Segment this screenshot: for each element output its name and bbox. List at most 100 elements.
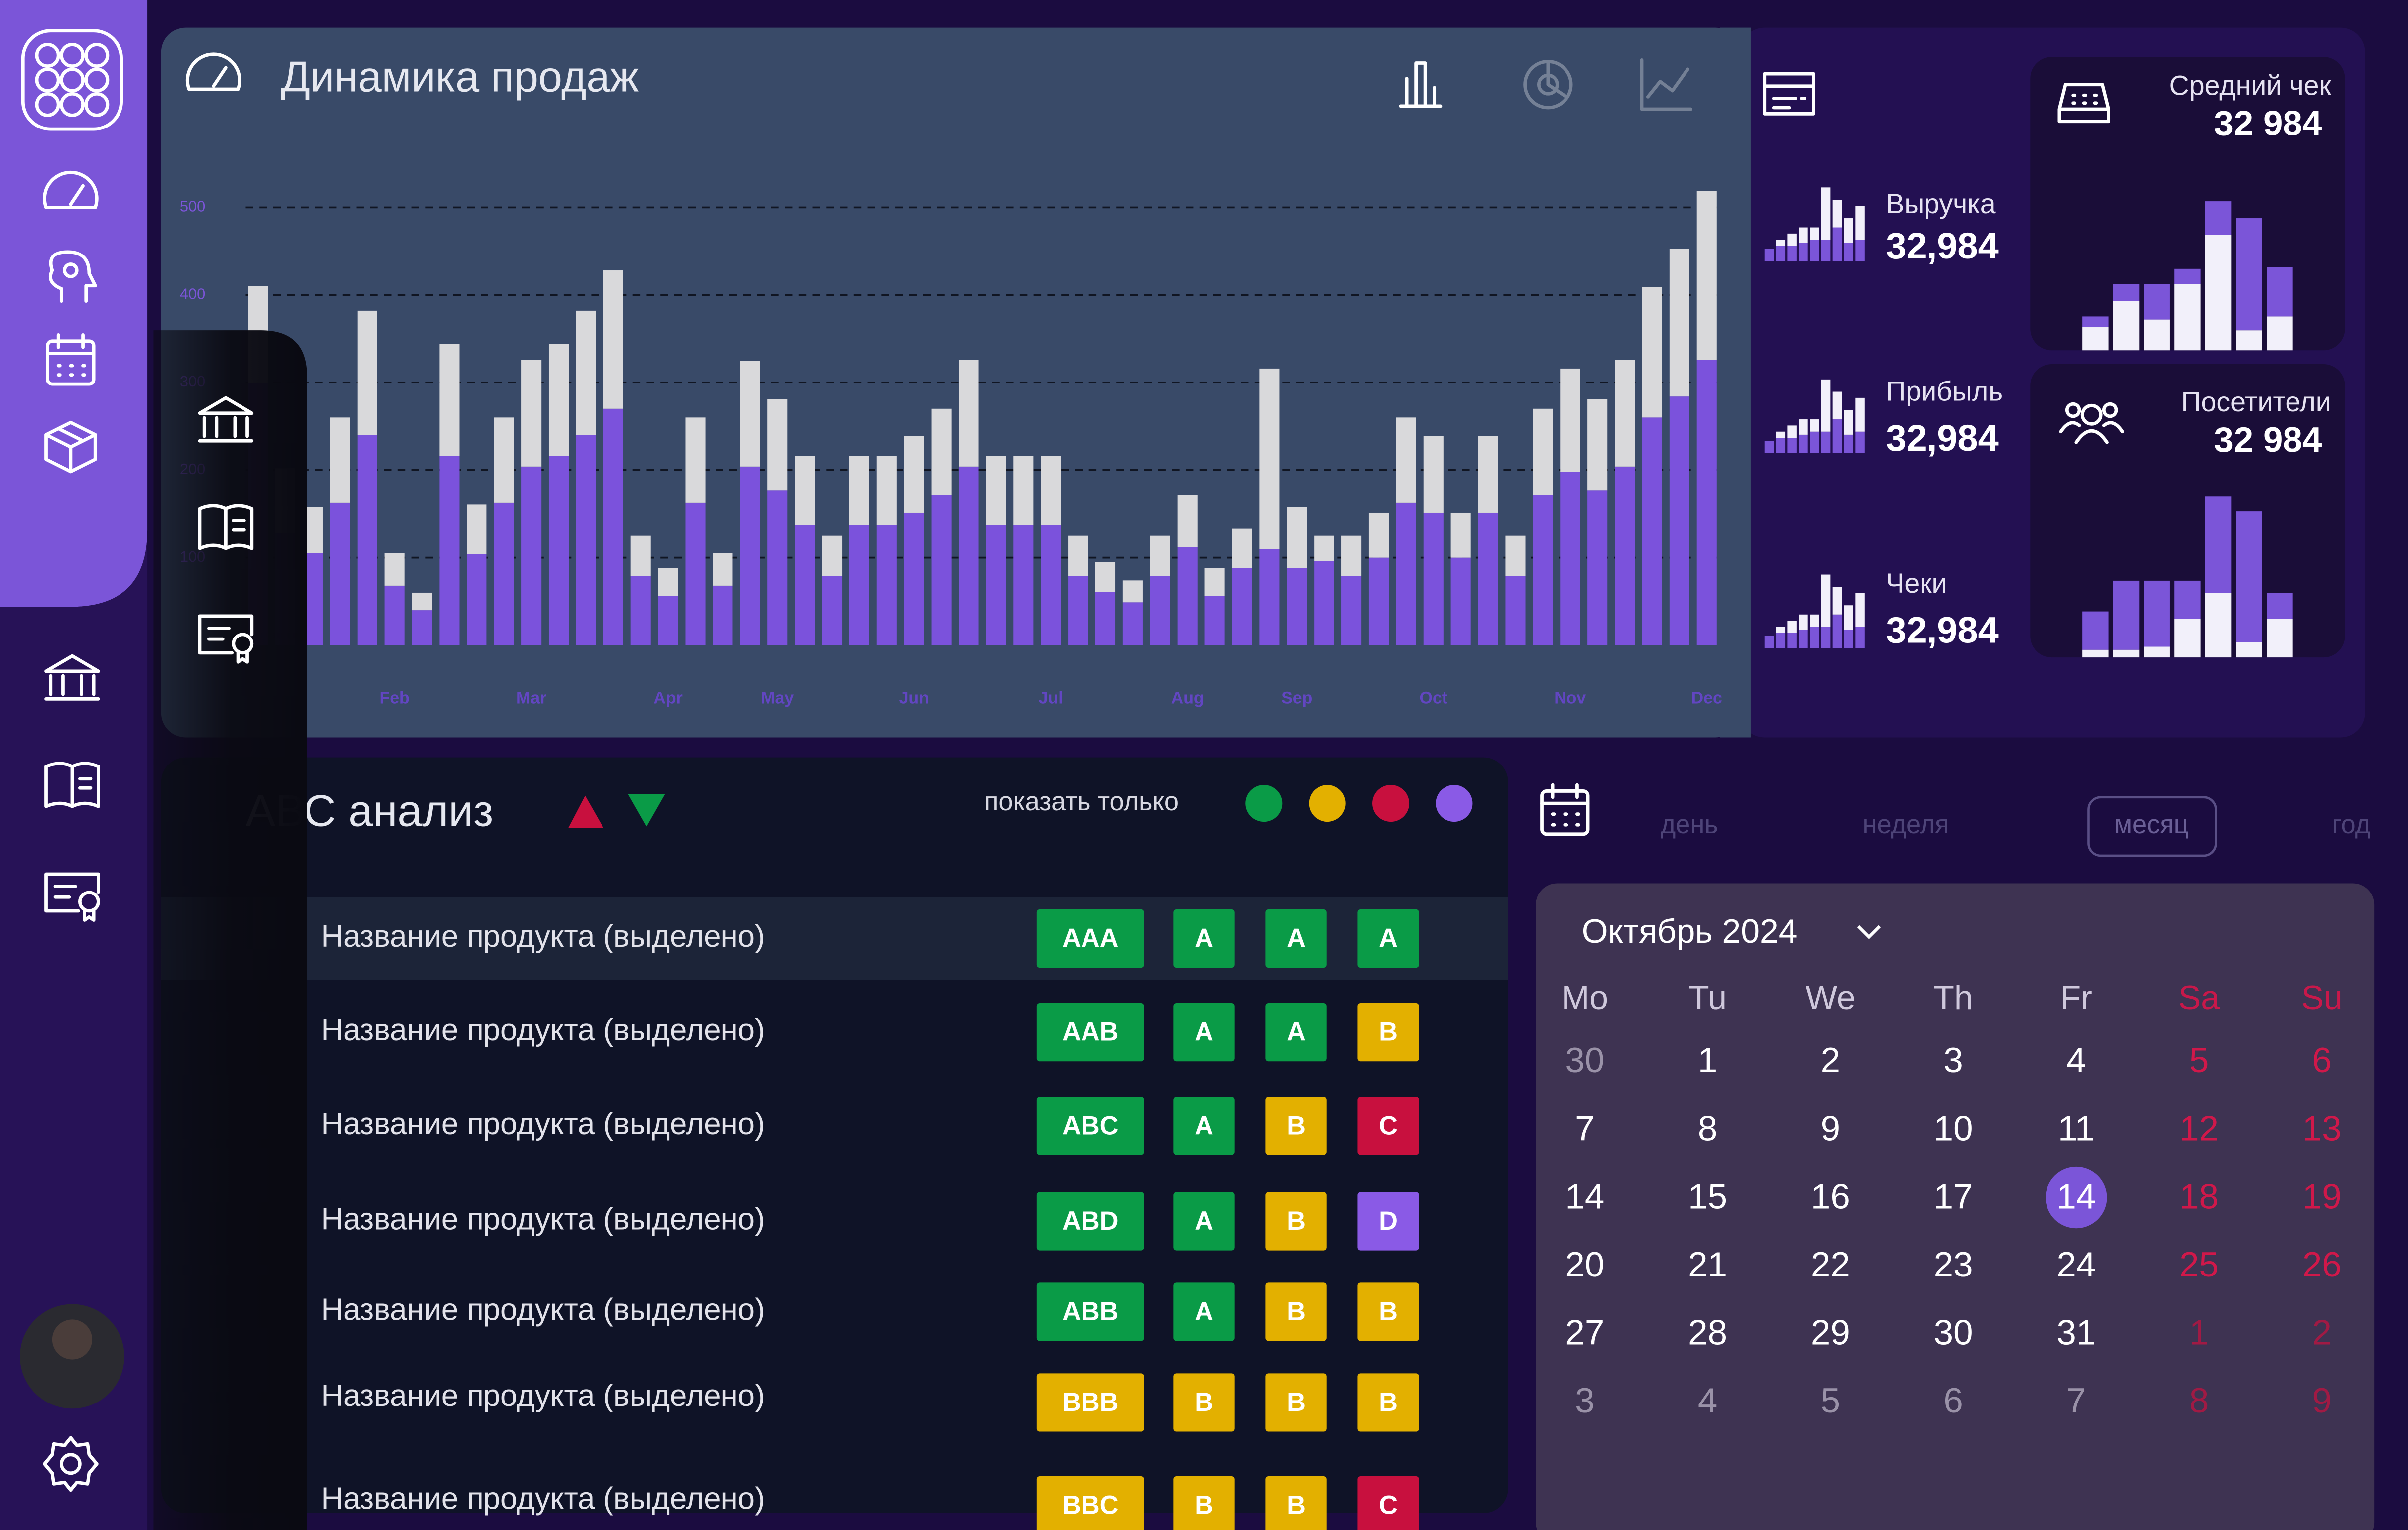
product-name[interactable]: Название продукта (выделено) (321, 1107, 765, 1141)
filter-dot[interactable] (1372, 785, 1410, 822)
mini-bar (1787, 633, 1797, 648)
period-tab[interactable]: день (1661, 810, 1718, 839)
pie-chart-button[interactable] (1523, 60, 1573, 110)
day[interactable]: 25 (2179, 1245, 2219, 1284)
day[interactable]: 21 (1688, 1245, 1727, 1284)
day[interactable]: 23 (1934, 1245, 1973, 1284)
month-dropdown[interactable] (1857, 925, 1881, 939)
day[interactable]: 22 (1811, 1245, 1850, 1284)
day[interactable]: 3 (1575, 1381, 1594, 1420)
sort-down[interactable] (628, 794, 665, 827)
sidebar-nav (21, 29, 123, 1492)
day[interactable]: 5 (1821, 1381, 1840, 1420)
product-name[interactable]: Название продукта (выделено) (321, 1379, 765, 1413)
day[interactable]: 30 (1934, 1313, 1973, 1353)
bar-segment (384, 553, 405, 586)
speed-icon (185, 52, 241, 91)
day[interactable]: 24 (2056, 1245, 2096, 1284)
card-bar (2174, 268, 2201, 284)
product-name[interactable]: Название продукта (выделено) (321, 1482, 765, 1516)
day[interactable]: 5 (2189, 1041, 2209, 1080)
line-chart-button[interactable] (1640, 58, 1693, 111)
day[interactable]: 2 (2312, 1313, 2332, 1353)
day[interactable]: 19 (2302, 1177, 2342, 1216)
bar-chart-button[interactable] (1399, 61, 1443, 108)
product-name[interactable]: Название продукта (выделено) (321, 1013, 765, 1047)
bar-segment (467, 504, 487, 554)
day[interactable]: 8 (2189, 1381, 2209, 1420)
ai-button[interactable] (49, 250, 97, 303)
day[interactable]: 20 (1565, 1245, 1604, 1284)
day[interactable]: 14 (1565, 1177, 1604, 1216)
day[interactable]: 4 (1698, 1381, 1717, 1420)
day[interactable]: 7 (1575, 1109, 1594, 1148)
day[interactable]: 18 (2179, 1177, 2219, 1216)
product-name[interactable]: Название продукта (выделено) (321, 919, 765, 954)
bank-button[interactable] (44, 654, 100, 701)
x-tick-label: Mar (516, 688, 546, 707)
day[interactable]: 26 (2302, 1245, 2342, 1284)
day[interactable]: 17 (1934, 1177, 1973, 1216)
mini-bar (1821, 574, 1831, 627)
bar-segment (1368, 557, 1389, 645)
grade-badge (1357, 1282, 1419, 1341)
day[interactable]: 7 (2066, 1381, 2086, 1420)
book-button[interactable] (44, 762, 100, 808)
day[interactable]: 16 (1811, 1177, 1850, 1216)
day[interactable]: 31 (2056, 1313, 2096, 1353)
day[interactable]: 8 (1698, 1109, 1717, 1148)
day[interactable]: 9 (1821, 1109, 1840, 1148)
day[interactable]: 10 (1934, 1109, 1973, 1148)
calendar-button[interactable] (46, 333, 96, 386)
day[interactable]: 6 (2312, 1041, 2332, 1080)
filter-dot[interactable] (1436, 785, 1473, 822)
day[interactable]: 2 (1821, 1041, 1840, 1080)
period-tab[interactable]: неделя (1863, 810, 1949, 839)
bar-segment (603, 270, 623, 409)
filter-dot[interactable] (1245, 785, 1283, 822)
book-button[interactable] (198, 504, 254, 550)
logo[interactable] (21, 29, 123, 131)
avatar-face (52, 1319, 93, 1360)
bank-button[interactable] (198, 396, 254, 443)
day[interactable]: 29 (1811, 1313, 1850, 1353)
day[interactable]: 12 (2179, 1109, 2219, 1148)
mini-bar (1832, 587, 1842, 615)
certificate-button[interactable] (44, 872, 100, 922)
dashboard-button[interactable] (43, 170, 99, 209)
day[interactable]: 28 (1688, 1313, 1727, 1353)
day[interactable]: 27 (1565, 1313, 1604, 1353)
day[interactable]: 3 (1943, 1041, 1963, 1080)
settings-button[interactable] (43, 1436, 99, 1492)
bar-segment (904, 512, 924, 645)
certificate-button[interactable] (198, 614, 254, 664)
mini-bar (1844, 605, 1853, 630)
grade-label: B (1287, 1388, 1306, 1417)
calendar-icon (1540, 783, 1590, 836)
day[interactable]: 1 (2189, 1313, 2209, 1353)
day[interactable]: 9 (2312, 1381, 2332, 1420)
day[interactable]: 13 (2302, 1109, 2342, 1148)
product-name[interactable]: Название продукта (выделено) (321, 1202, 765, 1236)
x-tick-label: Jul (1039, 688, 1063, 707)
grade-label: D (1379, 1207, 1398, 1236)
filter-dot[interactable] (1309, 785, 1346, 822)
sort-up[interactable] (568, 795, 604, 828)
card-label: Средний чек (2169, 70, 2332, 101)
period-tab[interactable]: месяц (2114, 810, 2189, 839)
bar-segment (1259, 368, 1280, 549)
day[interactable]: 30 (1565, 1041, 1604, 1080)
day[interactable]: 1 (1698, 1041, 1717, 1080)
bar-segment (1505, 576, 1526, 645)
day[interactable]: 4 (2066, 1041, 2086, 1080)
product-name[interactable]: Название продукта (выделено) (321, 1292, 765, 1327)
mini-bar (1799, 227, 1808, 243)
card-bar (2267, 619, 2293, 658)
day[interactable]: 14 (2056, 1177, 2096, 1216)
bar-segment (1013, 525, 1034, 645)
product-button[interactable] (44, 420, 97, 474)
day[interactable]: 6 (1943, 1381, 1963, 1420)
day[interactable]: 11 (2058, 1109, 2095, 1148)
day[interactable]: 15 (1688, 1177, 1727, 1216)
period-tab[interactable]: год (2332, 810, 2371, 839)
